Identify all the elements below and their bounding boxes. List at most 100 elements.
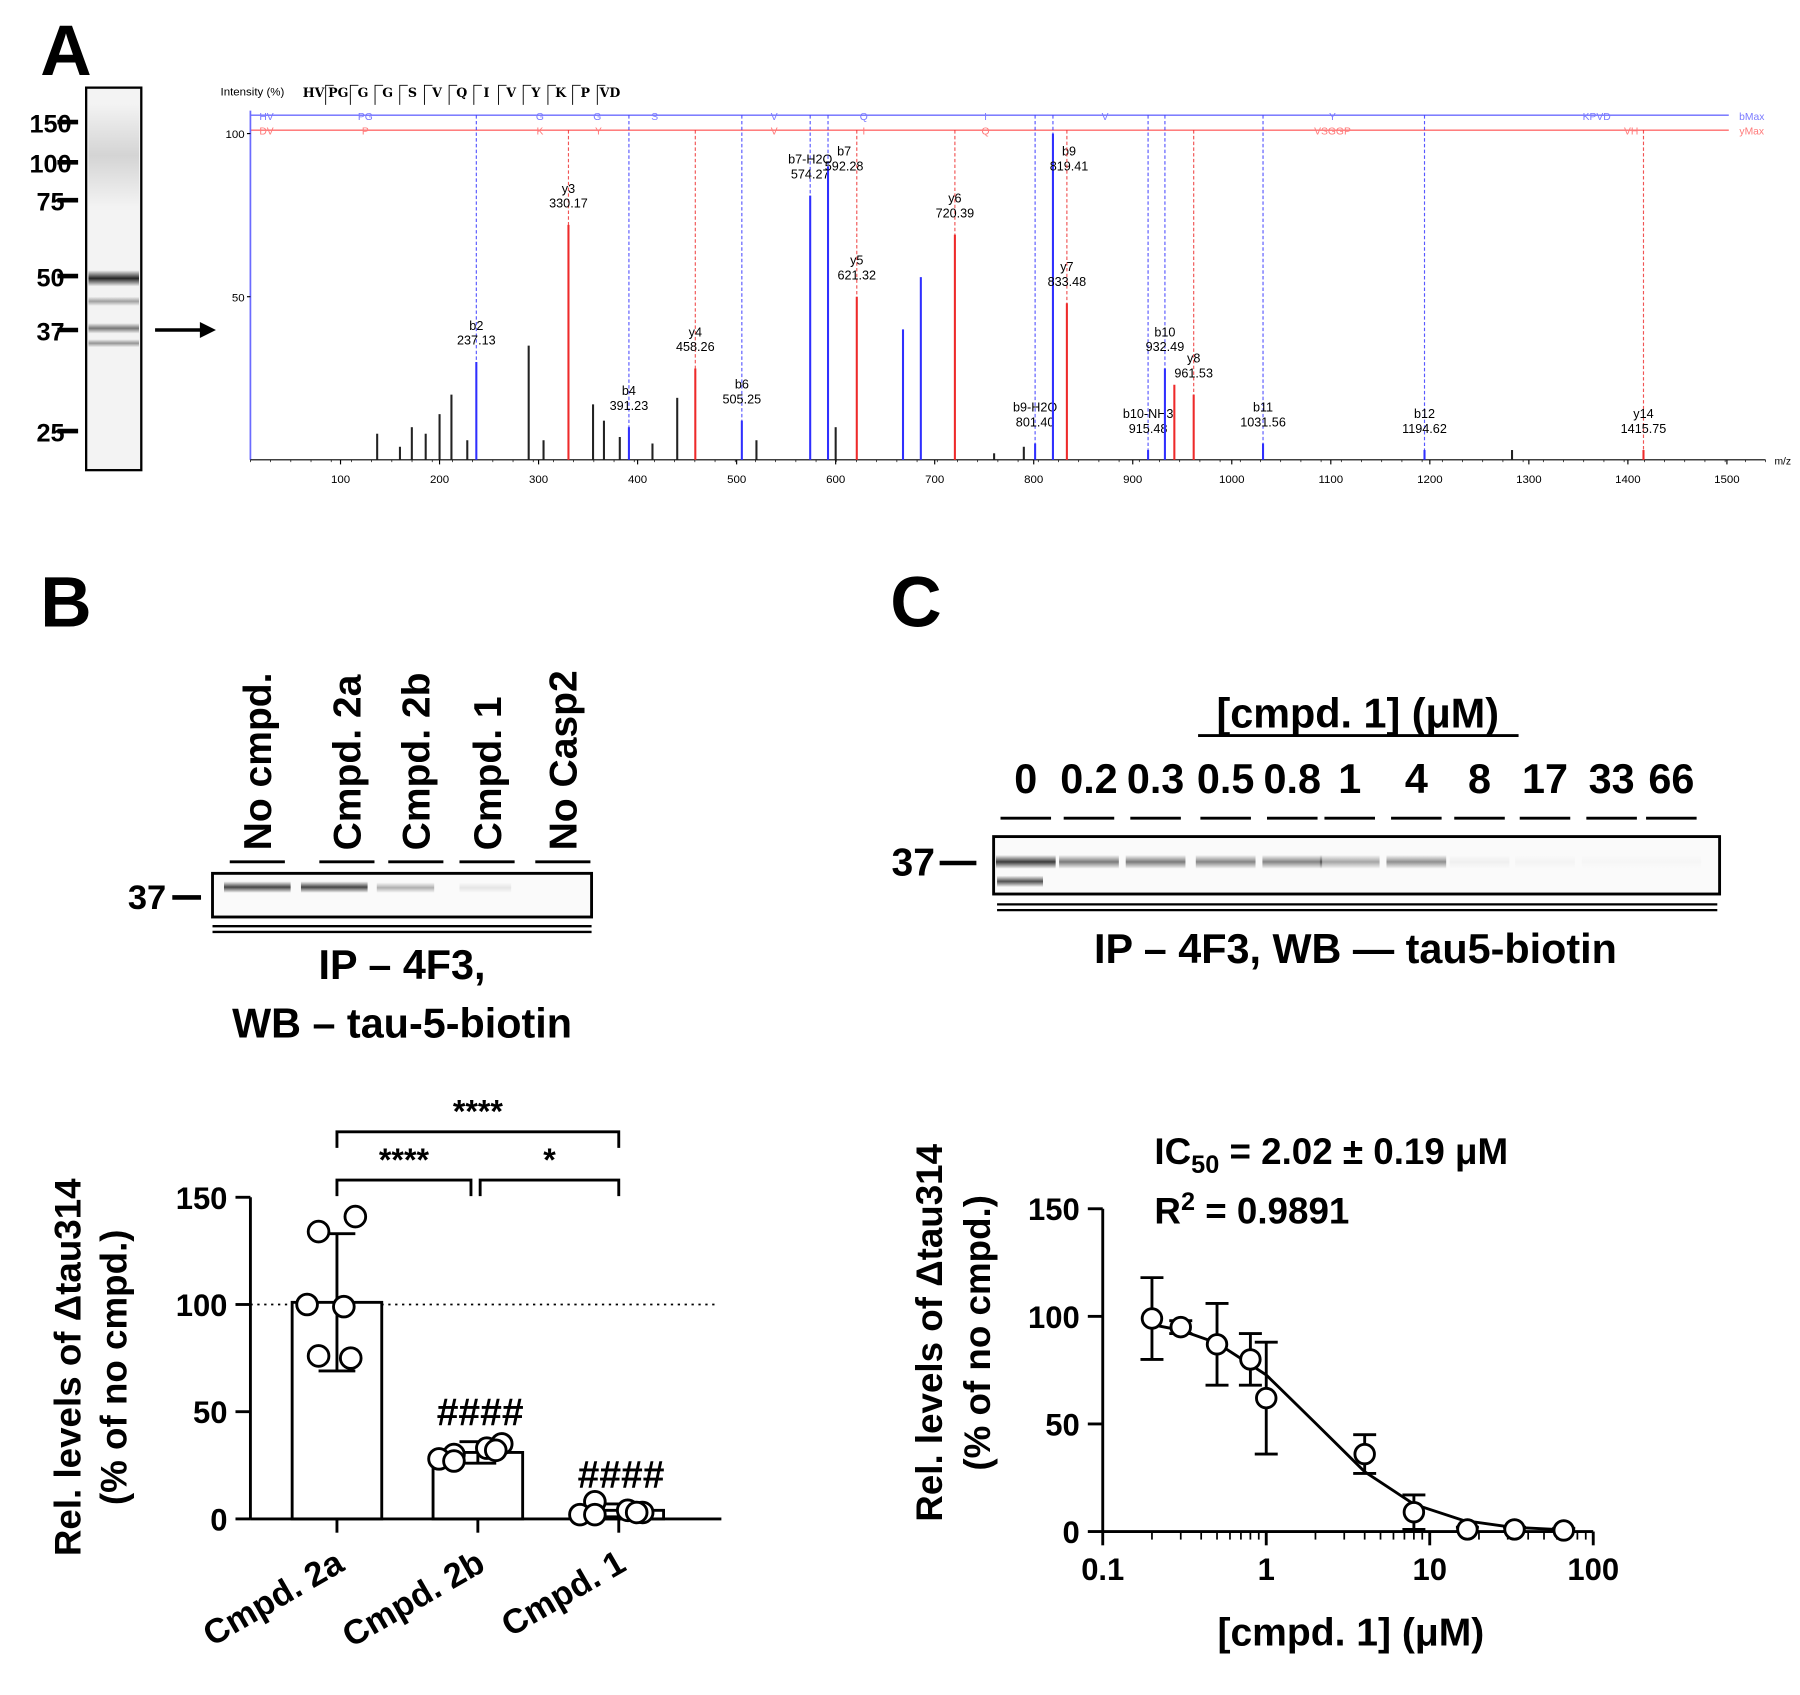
caption: IP – 4F3, WB — tau5-biotin [1094,926,1617,972]
ladder-label: G [593,112,601,123]
significance: **** [379,1142,430,1178]
data-point [306,1344,331,1368]
peak-name: b12 [1414,407,1435,421]
data-point [1239,1348,1262,1371]
panel-label: B [40,563,91,642]
annotation-part: R [1154,1191,1181,1232]
x-tick-label: 100 [331,474,350,486]
smear [88,103,139,208]
ladder-label: G [536,112,544,123]
ladder-label: bMax [1739,112,1765,123]
y-axis-label: Rel. levels of Δtau314 [909,1143,950,1521]
sequence-residue: P [581,85,591,100]
x-tick-label: 0.1 [1081,1552,1124,1587]
lane-label: 33 [1589,756,1635,802]
ladder-label: K [536,127,543,138]
band [376,882,435,893]
lane-label: 17 [1522,756,1568,802]
y-tick-label: 100 [1028,1300,1080,1335]
annotation: IC50 = 2.02 ± 0.19 μM [1154,1131,1508,1179]
lane-label: 0 [1014,756,1037,802]
significance: **** [453,1094,504,1130]
annotation-part: = 2.02 ± 0.19 μM [1219,1131,1508,1172]
peak-name: y5 [850,254,863,268]
annotation-part: 50 [1191,1151,1219,1179]
x-tick-label: 1300 [1516,474,1542,486]
peak-mz: 1194.62 [1402,422,1447,436]
lane-label: No cmpd. [237,672,280,850]
peak-name: b9 [1062,144,1076,158]
y-axis-label: Intensity (%) [221,87,285,99]
peak-name: y7 [1060,260,1073,274]
peak-name: b11 [1253,400,1273,414]
sequence-residue: V [431,85,442,100]
data-point [624,1500,649,1525]
sequence-residue: K [555,85,567,100]
ladder-label: KPVD [1583,112,1611,123]
y-tick-label: 50 [1045,1407,1079,1442]
data-point [442,1449,466,1473]
arrow-head [199,321,216,339]
caption: WB – tau-5-biotin [232,1001,572,1047]
peak-name: y4 [689,325,702,339]
x-tick-label: 400 [628,474,647,486]
band [1449,854,1510,869]
peak-mz: 574.27 [791,167,830,181]
ladder-label: S [651,112,658,123]
cleavage-mark [448,84,458,105]
data-point [1255,1386,1278,1410]
ladder-label: Y [595,127,602,138]
band [459,882,512,893]
band [88,296,139,306]
band [88,323,139,334]
ladder-label: P [362,127,369,138]
peak-mz: 621.32 [837,268,876,282]
band [223,881,291,893]
lane-label: 8 [1468,756,1491,802]
y-tick-label: 150 [1028,1192,1080,1227]
peak-name: b2 [469,319,483,333]
sequence-residue: G [358,85,369,100]
x-tick-label: 200 [430,474,449,486]
data-point [332,1294,356,1319]
peak-name: b7 [837,144,851,158]
ladder-label: VH [1624,127,1638,138]
cleavage-mark [374,84,384,105]
ladder-label: Q [860,112,868,123]
peak-name: b4 [622,384,636,398]
y-tick-label: 0 [1063,1515,1080,1550]
peak-name: b10-NH3 [1123,407,1174,421]
data-point [583,1502,607,1527]
ladder-label: HV [259,112,273,123]
annotation-part: IC [1154,1131,1191,1172]
y-tick-label: 100 [226,129,245,141]
peak-name: y3 [562,182,575,196]
lane-label: 0.8 [1264,756,1321,802]
peak-mz: 237.13 [457,334,496,348]
data-point [1503,1518,1526,1541]
peak-mz: 961.53 [1174,366,1213,380]
peak-name: y14 [1633,407,1653,421]
x-tick-label: 1400 [1615,474,1641,486]
marker-label: 75 [36,189,64,217]
sequence-residue: V [505,85,516,100]
cleavage-mark [399,84,408,105]
bracket [335,1130,621,1148]
band [1059,854,1119,869]
sequence-residue: I [484,85,490,100]
band [995,854,1056,869]
sequence-residue: PG [328,85,348,100]
band [1582,855,1642,869]
y-tick-label: 50 [232,292,245,304]
x-tick-label: Cmpd. 1 [495,1543,632,1644]
x-tick-label: 1200 [1417,474,1443,486]
ladder-label: Q [982,127,990,138]
data-point [1456,1518,1479,1541]
sequence-residue: Q [456,85,467,100]
significance: * [543,1142,556,1178]
y-axis-label: (% of no cmpd.) [957,1195,998,1471]
x-tick-label: 500 [727,474,746,486]
peak-mz: 819.41 [1050,159,1089,173]
y-tick-label: 100 [176,1288,228,1323]
cleavage-mark [325,84,334,105]
